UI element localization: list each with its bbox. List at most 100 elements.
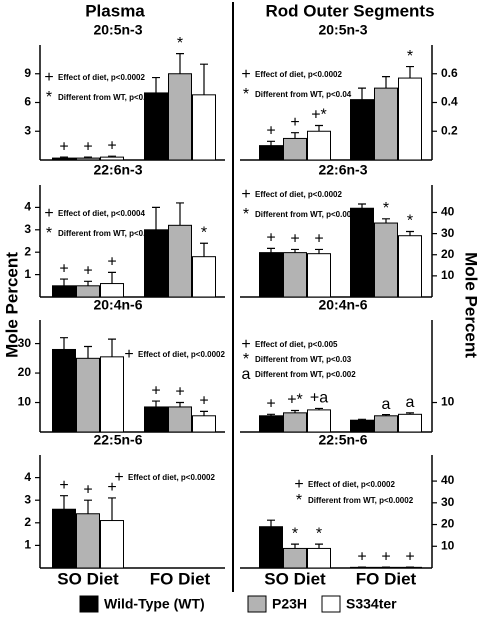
bar [307,409,331,433]
significance-marker: a [382,396,391,413]
error-bar [291,409,299,413]
bar [76,157,100,161]
significance-marker: +* [311,107,327,124]
bar [52,508,76,569]
bar [350,207,374,298]
bar [76,513,100,569]
bar [192,415,216,433]
x-category-label: FO Diet [150,569,211,588]
significance-marker: + [59,477,68,494]
error-bar [315,543,323,549]
panel-title: 20:5n-3 [93,22,142,38]
significance-marker: + [314,231,323,248]
bar [283,412,307,433]
y-tick-label: 40 [441,205,455,219]
bar [100,520,124,569]
panel-title: 20:4n-6 [93,297,142,313]
bar [307,253,331,298]
y-tick-label: 6 [24,95,31,109]
significance-marker: + [107,137,116,154]
y-tick-label: 10 [18,395,32,409]
bar [52,348,76,433]
error-bar [152,76,160,93]
error-bar [315,407,323,410]
bar [100,156,124,161]
panel-title: 22:5n-6 [93,432,142,448]
y-tick-label: 9 [24,66,31,80]
error-bar [382,218,390,224]
error-bar [315,124,323,132]
error-bar [315,248,323,254]
note-text: Different from WT, p<0.0002 [308,496,414,505]
y-tick-label: 4 [24,200,31,214]
panel-title: 20:5n-3 [318,22,367,38]
note-symbol: * [296,492,302,509]
bar [374,415,398,433]
significance-marker: + [266,230,275,247]
bar [283,547,307,569]
error-bar [60,495,68,510]
significance-marker: + [290,231,299,248]
error-bar [267,247,275,253]
error-bar [108,271,116,284]
error-bar [176,202,184,226]
error-bar [84,156,92,159]
legend-swatch [79,595,99,613]
note-text: Effect of diet, p<0.0002 [128,473,215,482]
error-bar [152,400,160,407]
bar [398,77,422,161]
legend-swatch [247,595,267,613]
significance-marker: * [316,525,322,542]
y-tick-label: 30 [441,495,455,509]
bar [307,130,331,161]
significance-marker: + [175,384,184,401]
significance-marker: + [83,138,92,155]
panel-title: 20:4n-6 [318,297,367,313]
bar [52,285,76,298]
error-bar [200,410,208,416]
bar [259,252,283,298]
note-symbol: * [46,225,52,242]
note-symbol: + [294,476,303,493]
significance-marker: * [292,525,298,542]
bar [144,406,168,433]
bar [259,415,283,433]
error-bar [60,337,68,350]
significance-marker: +a [310,390,328,407]
bar [259,145,283,161]
y-axis-label: Mole Percent [2,252,21,358]
error-bar [108,338,116,357]
note-text: Different from WT, p<0.0004 [58,229,164,238]
error-bar [200,242,208,257]
note-text: Different from WT, p<0.002 [255,370,356,379]
note-text: Effect of diet, p<0.0002 [308,480,395,489]
significance-marker: + [151,382,160,399]
significance-marker: +* [287,392,303,409]
x-category-label: SO Diet [57,569,119,588]
significance-marker: + [83,481,92,498]
bar [398,235,422,298]
bar [168,406,192,433]
error-bar [358,418,366,421]
error-bar [358,87,366,100]
significance-marker: + [290,114,299,131]
note-text: Different from WT, p<0.03 [255,355,352,364]
error-bar [200,63,208,95]
legend-swatch [321,595,341,613]
error-bar [267,519,275,527]
note-symbol: + [241,186,250,203]
bar [76,285,100,298]
note-text: Effect of diet, p<0.0002 [58,73,145,82]
y-tick-label: 30 [441,226,455,240]
note-symbol: + [44,69,53,86]
error-bar [60,278,68,286]
bar [144,92,168,161]
significance-marker: * [177,35,183,52]
column-title: Rod Outer Segments [265,1,434,20]
bar [192,256,216,298]
bar [168,224,192,298]
bar [374,87,398,161]
note-symbol: + [241,336,250,353]
bar [168,73,192,161]
